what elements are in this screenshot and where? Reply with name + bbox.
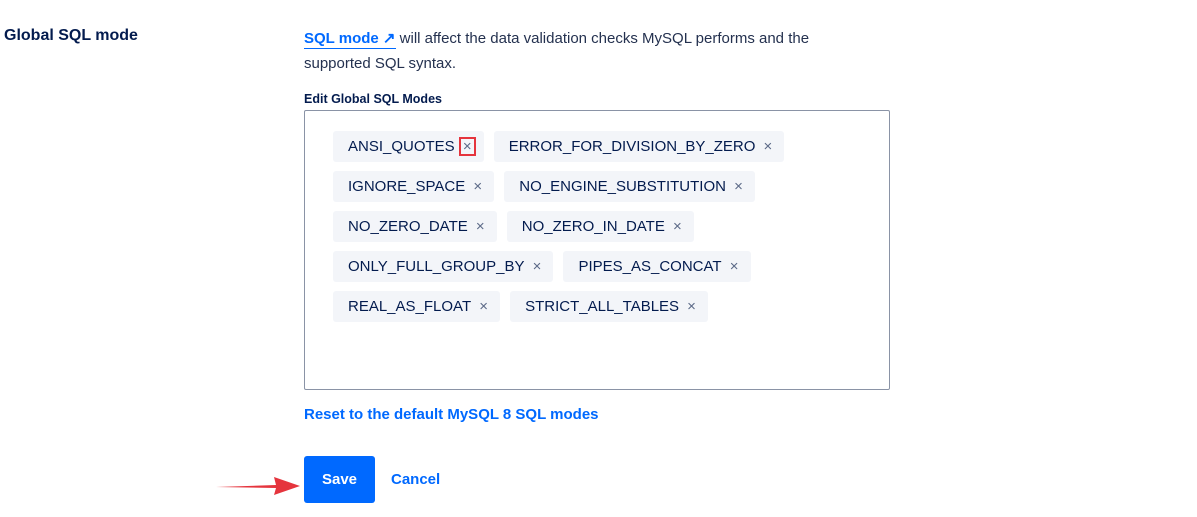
- reset-defaults-link[interactable]: Reset to the default MySQL 8 SQL modes: [304, 406, 599, 423]
- field-label: Edit Global SQL Modes: [304, 92, 442, 106]
- tag-label: ERROR_FOR_DIVISION_BY_ZERO: [508, 138, 756, 155]
- tag-no-zero-in-date: NO_ZERO_IN_DATE ×: [506, 211, 694, 242]
- tag-label: ONLY_FULL_GROUP_BY: [348, 258, 525, 275]
- tag-label: STRICT_ALL_TABLES: [525, 298, 680, 315]
- tag-only-full-group-by: ONLY_FULL_GROUP_BY ×: [333, 251, 554, 282]
- external-arrow-icon: ↗: [382, 30, 396, 47]
- tag-ansi-quotes: ANSI_QUOTES ×: [333, 131, 484, 162]
- remove-tag-icon[interactable]: ×: [479, 298, 488, 315]
- description: SQL mode ↗ will affect the data validati…: [304, 30, 810, 72]
- tag-ignore-space: IGNORE_SPACE ×: [333, 171, 495, 202]
- remove-tag-icon[interactable]: ×: [473, 178, 483, 195]
- tag-list: ANSI_QUOTES × ERROR_FOR_DIVISION_BY_ZERO × I…: [333, 131, 873, 322]
- tag-label: REAL_AS_FLOAT: [348, 298, 472, 315]
- sql-mode-link[interactable]: SQL mode ↗: [304, 30, 396, 49]
- tag-no-engine-substitution: NO_ENGINE_SUBSTITUTION ×: [504, 171, 755, 202]
- tag-label: NO_ZERO_IN_DATE: [521, 218, 665, 235]
- tag-label: PIPES_AS_CONCAT: [578, 258, 722, 275]
- tag-label: IGNORE_SPACE: [348, 178, 466, 195]
- remove-tag-icon[interactable]: ×: [763, 138, 773, 155]
- annotation-arrow-icon: [216, 477, 300, 495]
- remove-tag-icon[interactable]: ×: [532, 258, 542, 275]
- tag-error-for-division-by-zero: ERROR_FOR_DIVISION_BY_ZERO ×: [493, 131, 785, 162]
- tag-label: NO_ZERO_DATE: [348, 218, 468, 235]
- save-button[interactable]: Save: [304, 456, 375, 503]
- remove-tag-icon[interactable]: ×: [729, 258, 739, 275]
- tag-real-as-float: REAL_AS_FLOAT ×: [333, 291, 501, 322]
- section-title: Global SQL mode: [4, 27, 138, 44]
- remove-tag-icon[interactable]: ×: [458, 137, 476, 156]
- sql-modes-input[interactable]: ANSI_QUOTES × ERROR_FOR_DIVISION_BY_ZERO × I…: [304, 110, 890, 390]
- cancel-button[interactable]: Cancel: [391, 471, 441, 488]
- tag-pipes-as-concat: PIPES_AS_CONCAT ×: [563, 251, 751, 282]
- tag-label: ANSI_QUOTES: [348, 138, 455, 155]
- remove-tag-icon[interactable]: ×: [734, 178, 743, 195]
- tag-no-zero-date: NO_ZERO_DATE ×: [333, 211, 497, 242]
- remove-tag-icon[interactable]: ×: [687, 298, 696, 315]
- remove-tag-icon[interactable]: ×: [672, 218, 682, 235]
- remove-tag-icon[interactable]: ×: [475, 218, 485, 235]
- tag-strict-all-tables: STRICT_ALL_TABLES ×: [510, 291, 709, 322]
- tag-label: NO_ENGINE_SUBSTITUTION: [519, 178, 726, 195]
